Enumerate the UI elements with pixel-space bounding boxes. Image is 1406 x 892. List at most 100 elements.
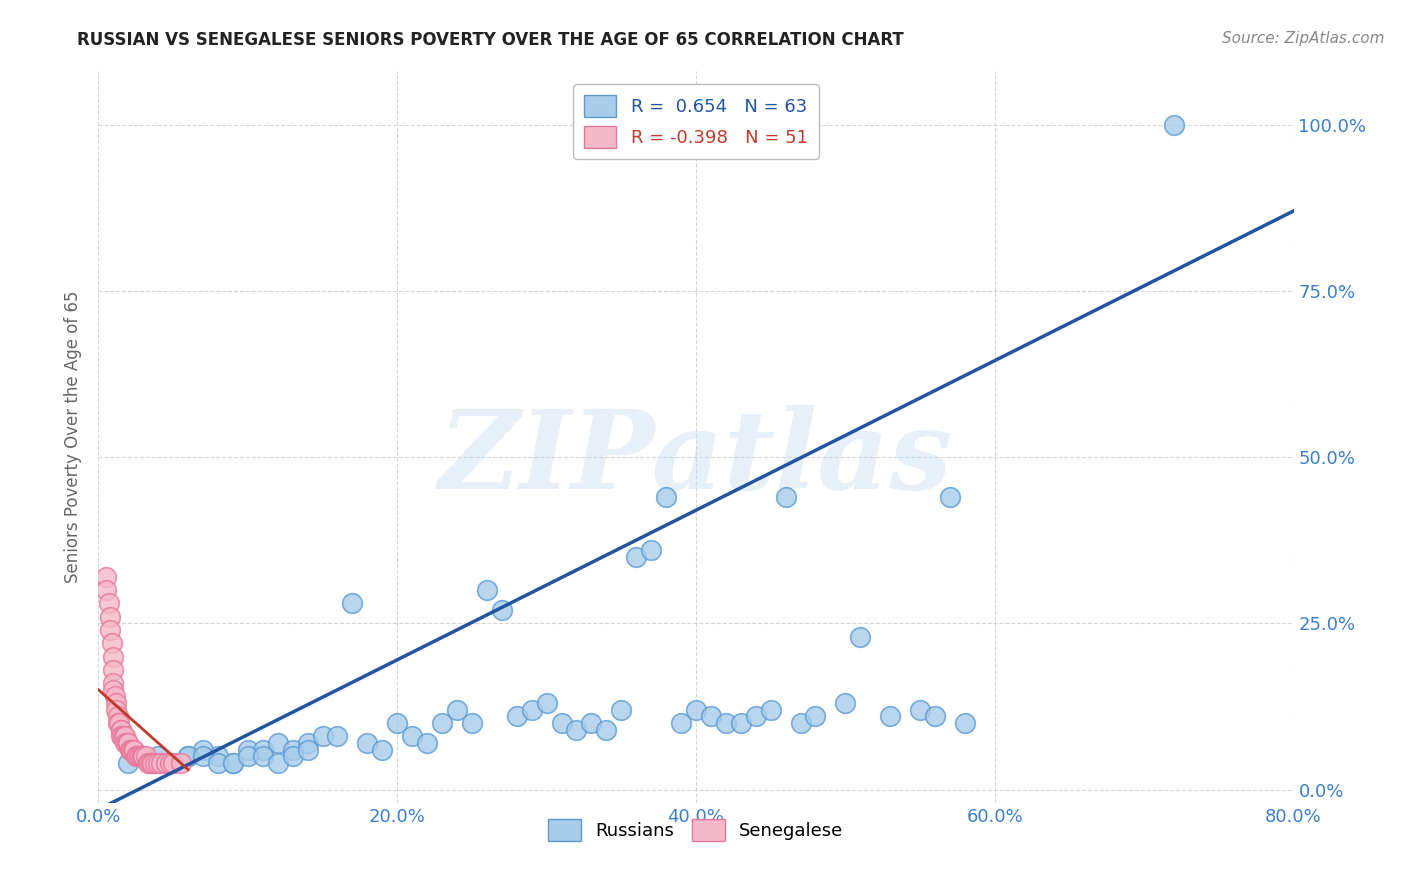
Point: [120, 742, 142, 756]
Point: [849, 630, 872, 644]
Point: [461, 716, 484, 731]
Point: [222, 756, 245, 770]
Point: [103, 682, 125, 697]
Point: [162, 756, 184, 770]
Point: [159, 756, 181, 770]
Point: [714, 716, 737, 731]
Point: [281, 749, 304, 764]
Text: ZIPatlas: ZIPatlas: [439, 405, 953, 513]
Point: [103, 663, 125, 677]
Point: [124, 742, 146, 756]
Point: [103, 676, 125, 690]
Point: [879, 709, 901, 723]
Point: [685, 703, 707, 717]
Point: [118, 742, 141, 756]
Point: [110, 723, 132, 737]
Point: [700, 709, 723, 723]
Point: [150, 756, 173, 770]
Point: [953, 716, 976, 731]
Point: [908, 703, 931, 717]
Point: [939, 490, 962, 504]
Point: [138, 756, 160, 770]
Point: [104, 690, 127, 704]
Point: [114, 729, 136, 743]
Point: [108, 716, 131, 731]
Point: [581, 716, 603, 731]
Point: [162, 756, 184, 770]
Point: [191, 742, 214, 756]
Point: [117, 736, 139, 750]
Point: [430, 716, 453, 731]
Point: [169, 756, 191, 770]
Point: [745, 709, 768, 723]
Point: [98, 609, 122, 624]
Point: [775, 490, 797, 504]
Point: [129, 749, 152, 764]
Point: [356, 736, 378, 750]
Point: [281, 742, 304, 756]
Point: [371, 742, 394, 756]
Point: [111, 729, 134, 743]
Point: [115, 736, 138, 750]
Point: [446, 703, 468, 717]
Point: [120, 742, 142, 756]
Point: [595, 723, 617, 737]
Point: [669, 716, 692, 731]
Point: [148, 749, 170, 764]
Point: [127, 749, 149, 764]
Point: [267, 736, 290, 750]
Point: [94, 582, 117, 597]
Point: [491, 603, 513, 617]
Point: [121, 742, 143, 756]
Point: [135, 749, 157, 764]
Point: [1163, 118, 1185, 132]
Point: [252, 749, 274, 764]
Point: [326, 729, 349, 743]
Point: [117, 736, 139, 750]
Point: [252, 742, 274, 756]
Point: [207, 749, 229, 764]
Point: [191, 749, 214, 764]
Point: [640, 543, 662, 558]
Point: [132, 749, 155, 764]
Point: [107, 716, 129, 731]
Point: [789, 716, 811, 731]
Point: [117, 756, 139, 770]
Point: [128, 749, 150, 764]
Point: [385, 716, 409, 731]
Point: [610, 703, 633, 717]
Point: [520, 703, 543, 717]
Point: [141, 756, 163, 770]
Point: [626, 549, 648, 564]
Point: [236, 742, 259, 756]
Point: [804, 709, 827, 723]
Text: Source: ZipAtlas.com: Source: ZipAtlas.com: [1222, 31, 1385, 46]
Point: [924, 709, 946, 723]
Point: [834, 696, 856, 710]
Point: [112, 729, 135, 743]
Point: [97, 596, 120, 610]
Point: [267, 756, 290, 770]
Point: [297, 736, 319, 750]
Y-axis label: Seniors Poverty Over the Age of 65: Seniors Poverty Over the Age of 65: [65, 291, 83, 583]
Point: [506, 709, 529, 723]
Point: [222, 756, 245, 770]
Point: [132, 749, 155, 764]
Point: [105, 703, 128, 717]
Point: [125, 749, 148, 764]
Point: [177, 749, 200, 764]
Point: [759, 703, 782, 717]
Point: [730, 716, 752, 731]
Point: [550, 716, 572, 731]
Point: [655, 490, 678, 504]
Point: [101, 636, 124, 650]
Point: [136, 756, 159, 770]
Point: [311, 729, 333, 743]
Point: [416, 736, 439, 750]
Point: [98, 623, 122, 637]
Point: [143, 756, 166, 770]
Point: [105, 696, 128, 710]
Point: [110, 723, 132, 737]
Point: [207, 756, 229, 770]
Point: [536, 696, 558, 710]
